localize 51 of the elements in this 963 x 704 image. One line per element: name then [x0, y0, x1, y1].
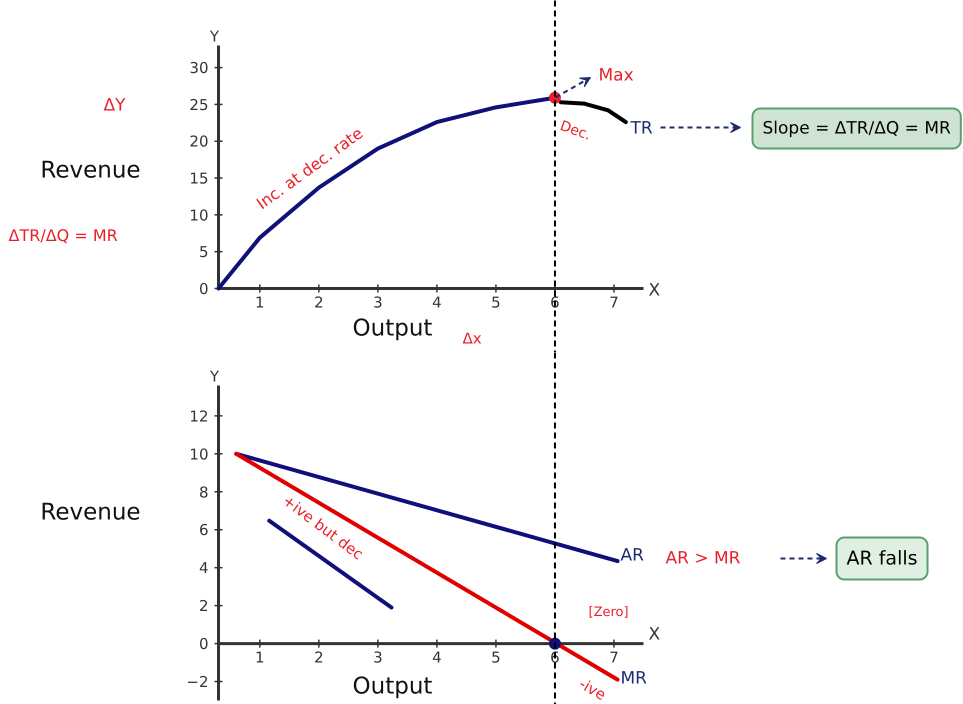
text: X	[648, 280, 660, 300]
text: AR falls	[846, 548, 918, 570]
y-tick-label: 15	[189, 170, 209, 188]
text: ΔTR/ΔQ = MR	[8, 226, 118, 245]
x-tick-label: 1	[255, 294, 265, 312]
x-tick-label: 2	[314, 294, 324, 312]
annotation: AR	[620, 546, 644, 566]
y-tick-label: 5	[198, 243, 209, 262]
annotation: -ive	[576, 674, 609, 704]
y-tick-label: 20	[189, 132, 209, 151]
x-tick-label: 3	[373, 294, 383, 312]
text: AR > MR	[666, 548, 741, 568]
annotation: Inc. at dec. rate	[252, 123, 366, 214]
y-tick-label: 30	[189, 59, 209, 78]
x-tick-label: 4	[432, 294, 442, 312]
y-tick-label: 8	[198, 483, 209, 502]
y-tick-label: 10	[189, 206, 209, 224]
annotation: +ive but dec	[279, 491, 367, 564]
x-tick-label: 6	[550, 294, 560, 312]
y-tick-label: 2	[198, 597, 209, 616]
x-tick-label: 5	[491, 294, 501, 312]
annotation: Dec.	[558, 118, 593, 144]
annotation: MR	[620, 668, 648, 688]
y-tick-label: 0	[198, 635, 209, 654]
y-tick-label: 25	[189, 96, 209, 114]
text: Δx	[462, 330, 482, 348]
x-axis-title: Output	[352, 674, 432, 700]
y-tick-label: 12	[189, 407, 209, 426]
x-tick-label: 2	[314, 648, 324, 667]
x-axis-title: Output	[352, 316, 432, 342]
y-tick-label: 4	[198, 559, 209, 578]
x-tick-label: 7	[609, 648, 619, 667]
annotation: Y	[208, 368, 220, 386]
y-axis-title: Revenue	[40, 158, 141, 184]
y-tick-label: 6	[198, 521, 209, 540]
x-tick-label: 4	[432, 648, 442, 667]
y-tick-label: −2	[186, 673, 209, 692]
x-tick-label: 7	[609, 294, 619, 312]
y-axis-title: Revenue	[40, 500, 141, 526]
text: Slope = ΔTR/ΔQ = MR	[762, 118, 951, 138]
x-tick-label: 1	[255, 648, 265, 667]
annotation: Max	[598, 66, 634, 86]
y-tick-label: 0	[198, 280, 209, 298]
text: X	[648, 624, 660, 644]
annotation: [Zero]	[588, 605, 629, 620]
y-tick-label: 10	[189, 445, 209, 464]
annotation: Y	[208, 28, 220, 46]
x-tick-label: 5	[491, 648, 501, 667]
x-tick-label: 3	[373, 648, 383, 667]
text: ΔY	[104, 96, 126, 116]
annotation: TR	[630, 118, 653, 138]
